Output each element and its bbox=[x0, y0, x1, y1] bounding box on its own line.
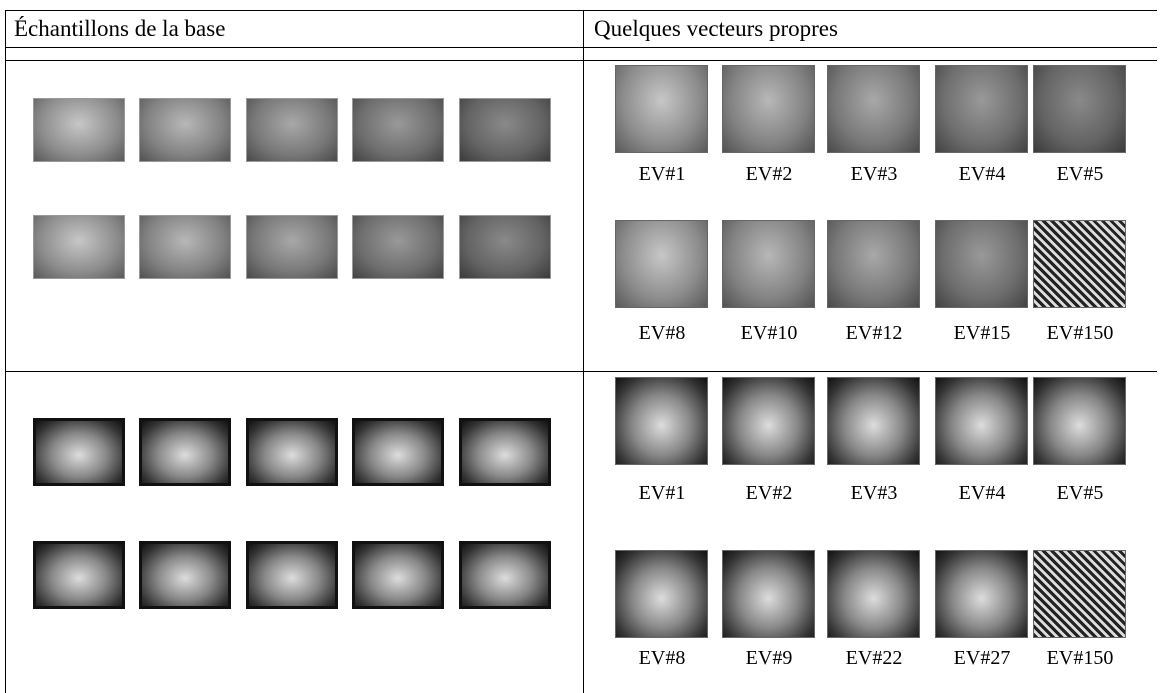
eigenvector-image bbox=[615, 377, 708, 465]
eigenvector-image bbox=[722, 220, 815, 308]
eigenvector-image bbox=[935, 377, 1028, 465]
sample-image bbox=[33, 215, 125, 279]
eigenvector-label: EV#8 bbox=[638, 322, 686, 344]
eigenvector-image bbox=[1033, 220, 1126, 308]
eigenvector-image bbox=[827, 377, 920, 465]
eigenvector-image bbox=[827, 65, 920, 153]
eigenvector-image bbox=[827, 220, 920, 308]
sample-image bbox=[33, 541, 125, 609]
rule bbox=[583, 10, 584, 693]
sample-image bbox=[139, 98, 231, 162]
sample-image bbox=[139, 215, 231, 279]
eigenvector-image bbox=[935, 550, 1028, 638]
eigenvector-label: EV#8 bbox=[638, 647, 686, 669]
eigenvector-image bbox=[722, 65, 815, 153]
eigenvector-image bbox=[1033, 377, 1126, 465]
rule bbox=[5, 371, 1157, 372]
sample-image bbox=[459, 541, 551, 609]
eigenvector-label: EV#3 bbox=[850, 163, 898, 185]
eigenvector-label: EV#3 bbox=[850, 482, 898, 504]
sample-image bbox=[459, 418, 551, 486]
sample-image bbox=[139, 541, 231, 609]
sample-image bbox=[246, 541, 338, 609]
eigenvector-label: EV#10 bbox=[740, 322, 798, 344]
eigenvector-label: EV#4 bbox=[958, 163, 1006, 185]
eigenvector-label: EV#5 bbox=[1056, 163, 1104, 185]
rule bbox=[5, 10, 1157, 11]
header-cell: Quelques vecteurs propres bbox=[594, 16, 838, 41]
eigenvector-label: EV#12 bbox=[845, 322, 903, 344]
eigenvector-image bbox=[615, 550, 708, 638]
eigenvector-label: EV#4 bbox=[958, 482, 1006, 504]
eigenvector-label: EV#1 bbox=[638, 482, 686, 504]
sample-image bbox=[352, 418, 444, 486]
eigenvector-image bbox=[827, 550, 920, 638]
sample-image bbox=[246, 98, 338, 162]
eigenvector-image bbox=[935, 65, 1028, 153]
eigenvector-label: EV#9 bbox=[745, 647, 793, 669]
eigenvector-label: EV#2 bbox=[745, 163, 793, 185]
eigenvector-image bbox=[615, 220, 708, 308]
eigenvector-label: EV#150 bbox=[1046, 322, 1114, 344]
sample-image bbox=[352, 98, 444, 162]
eigenvector-label: EV#27 bbox=[953, 647, 1011, 669]
eigenvector-image bbox=[722, 550, 815, 638]
sample-image bbox=[459, 215, 551, 279]
eigenvector-label: EV#5 bbox=[1056, 482, 1104, 504]
sample-image bbox=[352, 215, 444, 279]
sample-image bbox=[246, 418, 338, 486]
sample-image bbox=[139, 418, 231, 486]
header-cell: Échantillons de la base bbox=[14, 16, 226, 41]
eigenvector-label: EV#2 bbox=[745, 482, 793, 504]
sample-image bbox=[352, 541, 444, 609]
sample-image bbox=[459, 98, 551, 162]
rule bbox=[5, 47, 1157, 48]
eigenvector-image bbox=[935, 220, 1028, 308]
eigenvector-label: EV#22 bbox=[845, 647, 903, 669]
eigenvector-image bbox=[615, 65, 708, 153]
sample-image bbox=[33, 418, 125, 486]
eigenvector-label: EV#15 bbox=[953, 322, 1011, 344]
rule bbox=[5, 60, 1157, 61]
eigenvector-image bbox=[1033, 65, 1126, 153]
eigenvector-image bbox=[722, 377, 815, 465]
eigenvector-label: EV#1 bbox=[638, 163, 686, 185]
sample-image bbox=[33, 98, 125, 162]
eigenvector-label: EV#150 bbox=[1046, 647, 1114, 669]
eigenvector-image bbox=[1033, 550, 1126, 638]
sample-image bbox=[246, 215, 338, 279]
rule bbox=[5, 10, 6, 693]
